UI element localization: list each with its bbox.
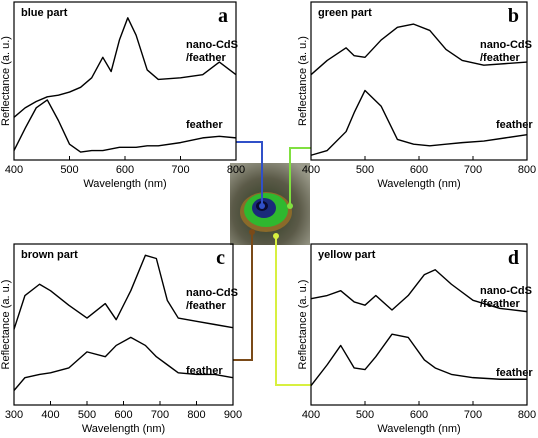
y-axis-label: Reflectance (a. u.) — [0, 36, 12, 126]
x-tick-label: 800 — [187, 409, 205, 421]
y-axis-label: Reflectance (a. u.) — [297, 280, 309, 370]
x-tick-label: 500 — [356, 164, 374, 176]
x-tick-label: 800 — [518, 164, 536, 176]
x-tick-label: 400 — [41, 409, 59, 421]
x-tick-label: 400 — [302, 164, 320, 176]
y-axis-label: Reflectance (a. u.) — [297, 36, 309, 126]
x-tick-label: 700 — [464, 409, 482, 421]
series-label: nano-CdS/feather — [480, 285, 532, 310]
x-tick-label: 500 — [356, 409, 374, 421]
x-axis-label: Wavelength (nm) — [83, 178, 166, 190]
panel-label: d — [508, 247, 519, 269]
x-tick-label: 700 — [151, 409, 169, 421]
x-tick-label: 600 — [410, 409, 428, 421]
chart-panel: 400 500 600 700 800 Wavelength (nm) Reflectanc… — [0, 1, 245, 190]
panel-label: b — [508, 5, 519, 27]
connectors — [233, 141, 311, 386]
chart-title: blue part — [21, 7, 68, 19]
series-line — [310, 269, 528, 313]
series-line — [310, 89, 528, 156]
feather-photo — [230, 163, 310, 245]
series-label: nano-CdS/feather — [186, 39, 238, 64]
x-tick-label: 400 — [5, 164, 23, 176]
series-label: feather — [186, 119, 223, 131]
x-axis-label: Wavelength (nm) — [377, 178, 460, 190]
series-line — [310, 23, 528, 76]
panel-label: c — [216, 247, 225, 269]
chart-title: brown part — [21, 249, 78, 261]
series-label: feather — [496, 119, 533, 131]
x-tick-label: 500 — [78, 409, 96, 421]
x-tick-label: 800 — [518, 409, 536, 421]
chart-title: yellow part — [318, 249, 376, 261]
series-label: feather — [496, 367, 533, 379]
x-tick-label: 300 — [5, 409, 23, 421]
series-line — [13, 336, 234, 391]
x-tick-label: 500 — [60, 164, 78, 176]
chart-panel: 300 400 500 600 700 800 900 Wavelength (nm) Refl… — [0, 243, 242, 435]
panel-label: a — [218, 5, 228, 27]
chart-panel: 400 500 600 700 800 Wavelength (nm) Reflectanc… — [297, 243, 536, 435]
chart-title: green part — [318, 7, 372, 19]
x-tick-label: 400 — [302, 409, 320, 421]
x-tick-label: 700 — [171, 164, 189, 176]
x-tick-label: 900 — [224, 409, 242, 421]
y-axis-label: Reflectance (a. u.) — [0, 280, 12, 370]
x-tick-label: 600 — [114, 409, 132, 421]
series-line — [310, 333, 527, 387]
x-tick-label: 600 — [410, 164, 428, 176]
plot-frame — [13, 243, 234, 406]
x-tick-label: 700 — [464, 164, 482, 176]
x-tick-label: 800 — [227, 164, 245, 176]
x-axis-label: Wavelength (nm) — [82, 423, 165, 435]
chart-panel: 400 500 600 700 800 Wavelength (nm) Reflectanc… — [297, 1, 536, 190]
series-label: nano-CdS/feather — [186, 287, 238, 312]
series-label: nano-CdS/feather — [480, 39, 532, 64]
x-tick-label: 600 — [116, 164, 134, 176]
series-line — [13, 254, 234, 330]
series-label: feather — [186, 365, 223, 377]
plot-frame — [310, 243, 528, 406]
series-line — [13, 17, 237, 118]
x-axis-label: Wavelength (nm) — [377, 423, 460, 435]
series-line — [13, 99, 237, 153]
